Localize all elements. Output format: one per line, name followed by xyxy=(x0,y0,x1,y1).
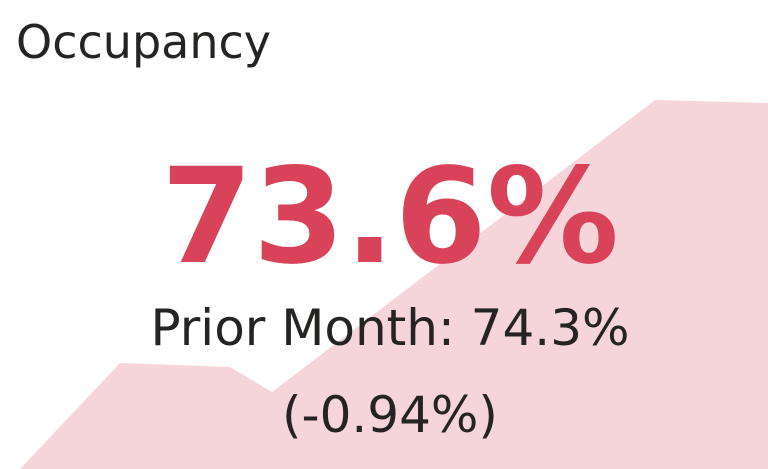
kpi-value: 73.6% xyxy=(161,140,619,294)
sparkline-area xyxy=(20,100,768,469)
card-title: Occupancy xyxy=(16,15,271,69)
prior-month: Prior Month: 74.3% xyxy=(150,299,629,357)
change: (-0.94%) xyxy=(282,386,498,444)
